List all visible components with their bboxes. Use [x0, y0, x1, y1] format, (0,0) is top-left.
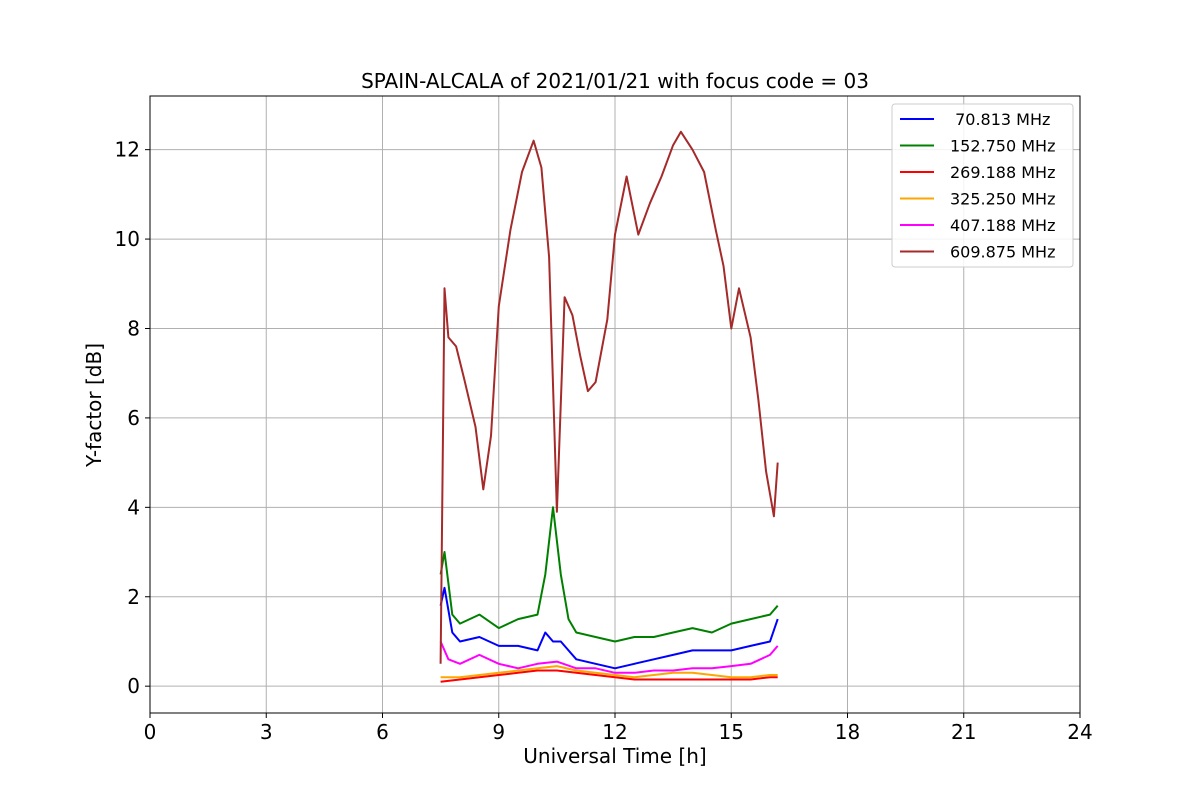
legend-label-3: 325.250 MHz [950, 190, 1055, 209]
y-tick-label: 4 [127, 495, 140, 519]
x-tick-label: 3 [260, 720, 273, 744]
x-tick-label: 24 [1067, 720, 1092, 744]
legend-label-2: 269.188 MHz [950, 163, 1055, 182]
y-tick-label: 10 [115, 227, 140, 251]
legend-label-0: 70.813 MHz [950, 110, 1050, 129]
chart-title: SPAIN-ALCALA of 2021/01/21 with focus co… [361, 69, 869, 93]
series-line-3 [440, 665, 778, 679]
x-tick-label: 12 [602, 720, 627, 744]
series-line-1 [439, 506, 779, 643]
series-line-5 [439, 130, 779, 664]
x-tick-label: 0 [144, 720, 157, 744]
legend-label-4: 407.188 MHz [950, 216, 1055, 235]
x-axis-label: Universal Time [h] [523, 744, 706, 768]
y-tick-label: 8 [127, 316, 140, 340]
legend-label-5: 609.875 MHz [950, 243, 1055, 262]
legend-box [891, 103, 1074, 268]
legend-label-1: 152.750 MHz [950, 137, 1055, 156]
legend: 70.813 MHz 152.750 MHz 269.188 MHz 325.250 … [891, 103, 1074, 268]
y-tick-label: 2 [127, 585, 140, 609]
x-tick-label: 9 [492, 720, 505, 744]
y-tick-label: 0 [127, 674, 140, 698]
x-tick-label: 6 [376, 720, 389, 744]
series-layer [439, 130, 779, 683]
x-tick-label: 18 [835, 720, 860, 744]
y-tick-label: 12 [115, 138, 140, 162]
series-line-2 [440, 669, 778, 683]
series-line-4 [439, 641, 779, 674]
x-tick-label: 21 [951, 720, 976, 744]
y-tick-label: 6 [127, 406, 140, 430]
y-axis-label: Y-factor [dB] [82, 343, 106, 468]
x-tick-label: 15 [719, 720, 744, 744]
series-line-0 [439, 586, 779, 670]
